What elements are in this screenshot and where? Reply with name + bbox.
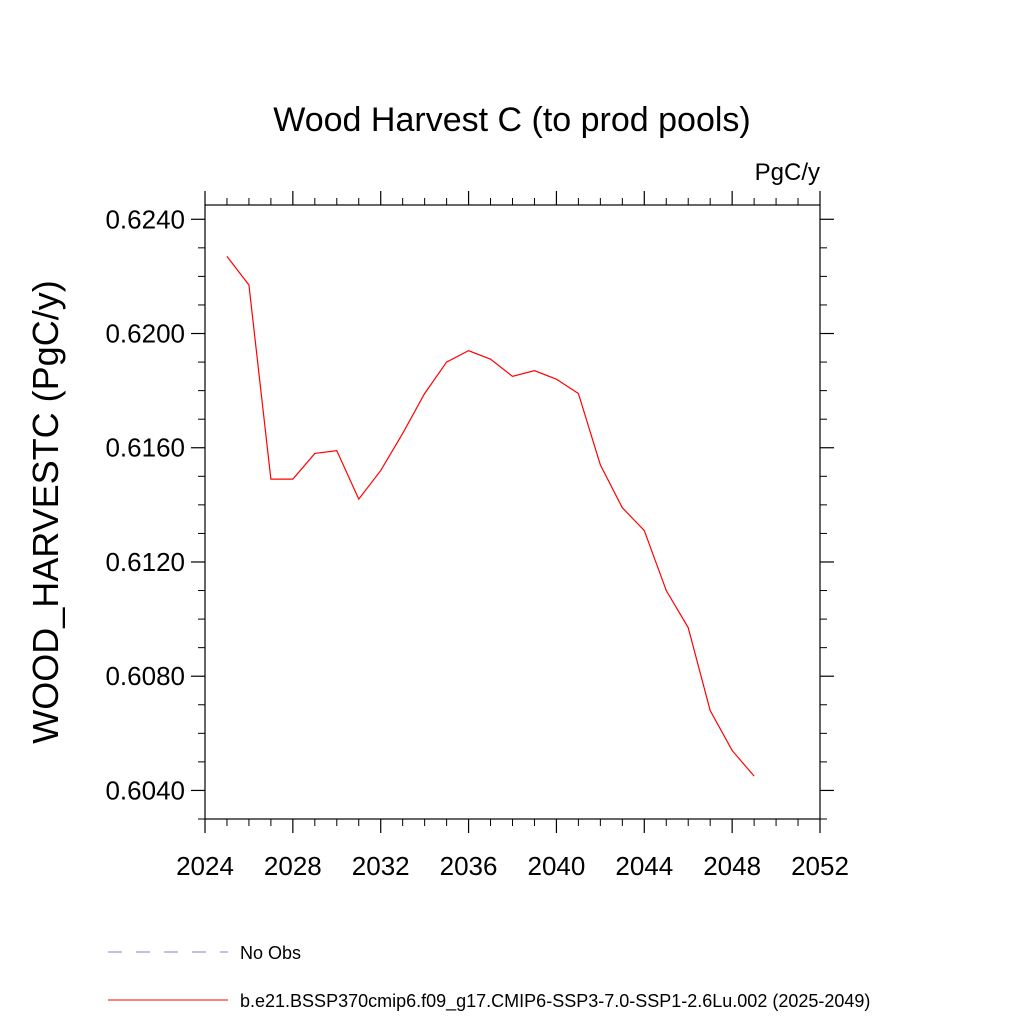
units-label: PgC/y [755,159,820,186]
y-tick-label: 0.6040 [105,775,185,805]
y-axis-label: WOOD_HARVESTC (PgC/y) [25,280,66,743]
y-tick-label: 0.6160 [105,433,185,463]
legend-label: No Obs [240,943,301,963]
y-tick-label: 0.6080 [105,661,185,691]
y-tick-labels: 0.6040 0.6080 0.6120 0.6160 0.6200 0.6240 [105,204,185,805]
axis-ticks [191,191,834,833]
legend-label: b.e21.BSSP370cmip6.f09_g17.CMIP6-SSP3-7.… [240,991,870,1012]
x-tick-labels: 2024 2028 2032 2036 2040 2044 2048 2052 [176,851,849,881]
x-tick-label: 2036 [440,851,498,881]
x-tick-label: 2044 [615,851,673,881]
legend: No Obs b.e21.BSSP370cmip6.f09_g17.CMIP6-S… [108,943,870,1012]
series-layer [226,256,755,777]
x-tick-label: 2028 [264,851,322,881]
x-tick-label: 2048 [703,851,761,881]
x-tick-label: 2032 [352,851,410,881]
y-tick-label: 0.6120 [105,547,185,577]
y-tick-label: 0.6240 [105,204,185,234]
y-tick-label: 0.6200 [105,319,185,349]
x-tick-label: 2040 [528,851,586,881]
plot-frame [204,204,821,820]
x-tick-label: 2052 [791,851,849,881]
series-line [226,256,755,777]
chart-title: Wood Harvest C (to prod pools) [273,101,750,139]
x-tick-label: 2024 [176,851,234,881]
